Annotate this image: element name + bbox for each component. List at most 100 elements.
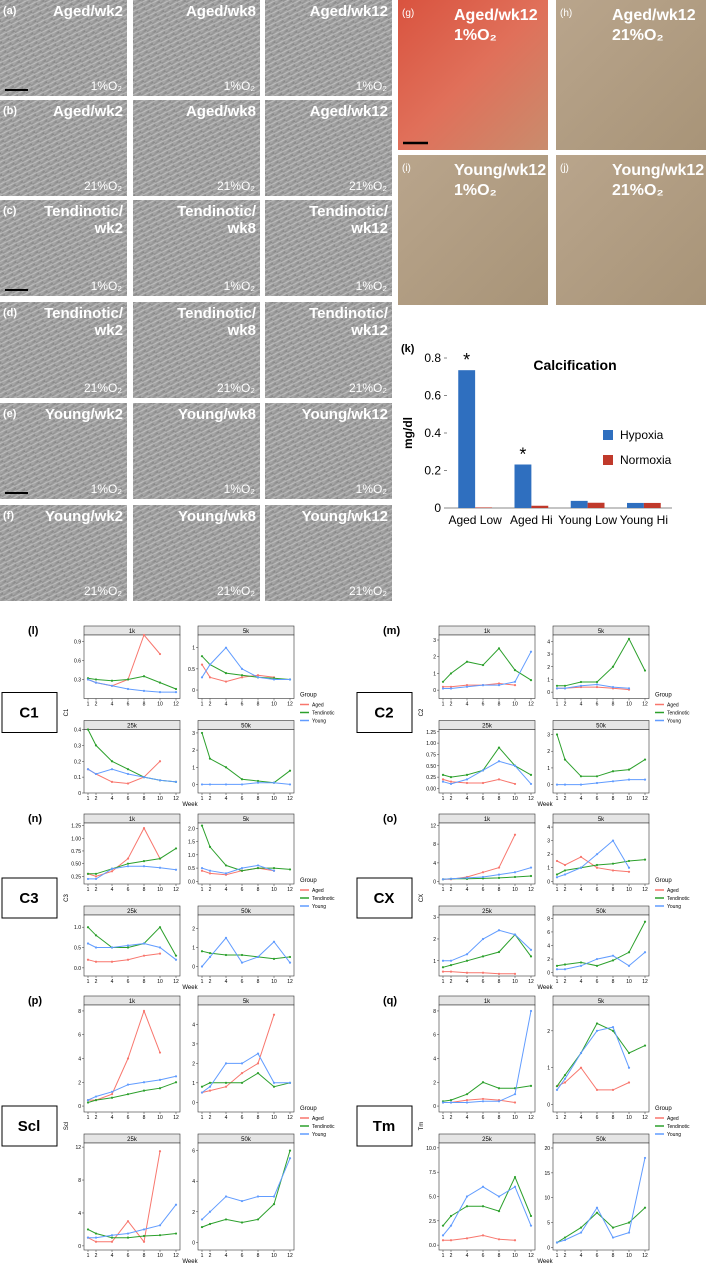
- facet-panel: [552, 634, 650, 699]
- x-tick-label: 8: [612, 979, 615, 985]
- facet-title: 1k: [129, 817, 136, 823]
- x-tick-label: 12: [528, 1115, 534, 1121]
- legend-label: Young: [312, 1132, 326, 1138]
- legend-label: Aged: [667, 703, 679, 709]
- micrograph-title: Aged/wk8: [186, 103, 256, 120]
- x-tick-label: 2: [95, 1253, 98, 1259]
- x-tick-label: 6: [596, 979, 599, 985]
- trend-line: [442, 778, 516, 785]
- y-tick-label: 0: [78, 1104, 81, 1110]
- micrograph-title: Aged/wk8: [186, 3, 256, 20]
- facet-title: 50k: [241, 724, 252, 730]
- x-tick-label: 4: [111, 979, 114, 985]
- y-tick-label: 1: [192, 945, 195, 951]
- x-tick-label: 12: [287, 702, 293, 708]
- x-tick-label: 12: [287, 979, 293, 985]
- y-tick-label: 6: [192, 1149, 195, 1155]
- condition-label: 1%O₂: [356, 79, 388, 93]
- condition-label: 1%O₂: [224, 79, 256, 93]
- y-tick-label: 8: [547, 916, 550, 922]
- x-tick-label: 2: [209, 1253, 212, 1259]
- y-tick-label: 0: [192, 688, 195, 694]
- x-tick-label: 1: [556, 1115, 559, 1121]
- trend-line: [557, 637, 646, 687]
- facet-title: 5k: [243, 999, 250, 1005]
- x-tick-label: 12: [287, 887, 293, 893]
- x-tick-label: 12: [287, 1115, 293, 1121]
- y-axis-label: C1: [64, 708, 70, 716]
- y-tick-label: 6: [547, 930, 550, 936]
- trend-line: [443, 1234, 516, 1241]
- condition-label: 1%O₂: [91, 79, 123, 93]
- x-tick-label: 2: [564, 1115, 567, 1121]
- x-tick-label: 8: [257, 1115, 260, 1121]
- y-tick-label: 0: [434, 501, 441, 515]
- marker-name: Scl: [18, 1118, 41, 1135]
- facet-title: 1k: [129, 999, 136, 1005]
- x-axis-label: Week: [182, 802, 198, 808]
- x-tick-label: 1: [201, 702, 204, 708]
- panel-label: (n): [28, 813, 42, 825]
- x-tick-label: 6: [596, 702, 599, 708]
- x-tick-label: 1: [556, 979, 559, 985]
- y-tick-label: 0.2: [424, 464, 441, 478]
- y-tick-label: 0.25: [71, 874, 81, 880]
- marker-box: [356, 877, 413, 919]
- y-tick-label: 4: [547, 639, 550, 645]
- x-tick-label: 12: [642, 702, 648, 708]
- x-tick-label: 4: [225, 979, 228, 985]
- facet-title: 1k: [484, 999, 491, 1005]
- condition-label: 21%O₂: [349, 179, 387, 193]
- stain-title: 1%O₂: [454, 182, 497, 199]
- micrograph: [0, 302, 127, 398]
- x-tick-label: 6: [482, 702, 485, 708]
- facet-panel: [197, 1142, 295, 1251]
- y-tick-label: 4: [547, 825, 550, 831]
- x-tick-label: 10: [157, 1253, 163, 1259]
- y-tick-label: 2: [78, 1080, 81, 1086]
- micrograph: [0, 505, 127, 601]
- x-tick-label: 1: [442, 979, 445, 985]
- y-tick-label: 1: [547, 866, 550, 872]
- micrograph-title: wk8: [227, 220, 256, 237]
- marker-box: [1, 1105, 58, 1147]
- micrograph-title: Tendinotic/: [44, 203, 124, 220]
- x-tick-label: 6: [127, 796, 130, 802]
- micrograph-title: Aged/wk2: [53, 3, 123, 20]
- stain-image: [556, 155, 706, 305]
- facet-title: 5k: [598, 817, 605, 823]
- y-tick-label: 4: [433, 861, 436, 867]
- y-tick-label: 5: [547, 1221, 550, 1227]
- marker-name: C1: [19, 705, 38, 722]
- y-tick-label: 0: [78, 1244, 81, 1250]
- micrograph-title: wk12: [350, 322, 388, 339]
- x-tick-label: 4: [580, 1253, 583, 1259]
- panel-label: (p): [28, 995, 42, 1007]
- stain-title: Aged/wk12: [612, 7, 696, 24]
- x-tick-label: 6: [241, 1115, 244, 1121]
- y-tick-label: 8: [78, 1009, 81, 1015]
- y-tick-label: 6: [433, 1033, 436, 1039]
- y-tick-label: 2: [192, 926, 195, 932]
- marker-box: [356, 692, 413, 733]
- x-tick-label: 8: [498, 796, 501, 802]
- micrograph: [0, 0, 127, 96]
- x-tick-label: 6: [596, 887, 599, 893]
- x-tick-label: 2: [450, 979, 453, 985]
- trend-line: [557, 951, 646, 970]
- x-tick-label: 1: [201, 887, 204, 893]
- y-tick-label: 6: [78, 1033, 81, 1039]
- x-tick-label: 6: [127, 1115, 130, 1121]
- trend-line: [88, 847, 177, 875]
- y-tick-label: 4: [433, 1057, 436, 1063]
- y-tick-label: 0.0: [74, 966, 81, 972]
- x-axis-label: Week: [537, 985, 553, 991]
- x-tick-label: 10: [512, 702, 518, 708]
- micrograph-title: Tendinotic/: [177, 305, 257, 322]
- y-tick-label: 1: [547, 677, 550, 683]
- facet-title: 50k: [241, 1137, 252, 1143]
- stain-title: Aged/wk12: [454, 7, 538, 24]
- condition-label: 1%O₂: [224, 279, 256, 293]
- x-tick-label: 10: [271, 796, 277, 802]
- y-tick-label: 3: [433, 638, 436, 644]
